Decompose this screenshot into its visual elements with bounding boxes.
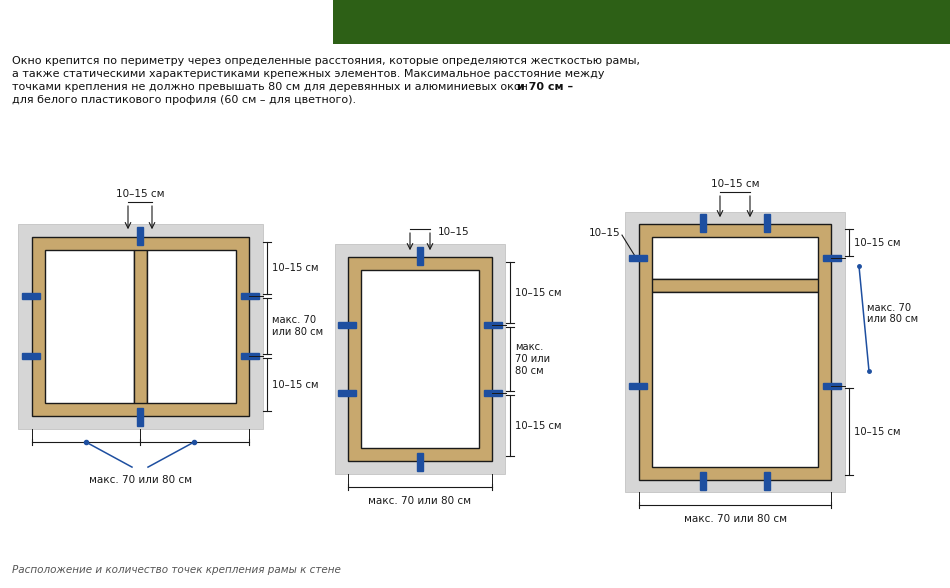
- Text: 10–15: 10–15: [438, 227, 469, 237]
- Text: макс.
70 или
80 см: макс. 70 или 80 см: [515, 342, 550, 376]
- Bar: [45, 250, 134, 403]
- Text: Окно крепится по периметру через определенные расстояния, которые определяются ж: Окно крепится по периметру через определ…: [12, 56, 640, 66]
- Text: 10–15 см: 10–15 см: [515, 288, 561, 298]
- Text: 10–15: 10–15: [588, 228, 620, 238]
- Text: а также статическими характеристиками крепежных элементов. Максимальное расстоян: а также статическими характеристиками кр…: [12, 69, 604, 79]
- Bar: [484, 322, 502, 328]
- Text: макс. 70 или 80 см: макс. 70 или 80 см: [683, 514, 787, 524]
- Bar: [764, 472, 770, 490]
- Bar: [338, 322, 356, 328]
- Bar: [137, 227, 143, 245]
- Text: макс. 70
или 80 см: макс. 70 или 80 см: [867, 303, 918, 325]
- Bar: [147, 250, 236, 403]
- Text: Закрепление рамы в проеме: Закрепление рамы в проеме: [11, 13, 311, 31]
- Bar: [348, 257, 492, 461]
- Bar: [484, 390, 502, 396]
- Bar: [361, 270, 479, 448]
- Text: 10–15 см: 10–15 см: [272, 380, 318, 390]
- Bar: [32, 237, 249, 416]
- Bar: [417, 453, 423, 471]
- Text: макс. 70
или 80 см: макс. 70 или 80 см: [272, 315, 323, 337]
- Bar: [823, 383, 841, 389]
- Bar: [137, 408, 143, 426]
- Text: Расположение и количество точек крепления рамы к стене: Расположение и количество точек креплени…: [12, 565, 341, 575]
- Text: и 70 см –: и 70 см –: [517, 82, 573, 92]
- Bar: [700, 472, 706, 490]
- Bar: [639, 224, 831, 480]
- Text: 10–15 см: 10–15 см: [272, 263, 318, 273]
- Bar: [22, 293, 40, 299]
- Bar: [18, 224, 263, 429]
- Bar: [241, 293, 259, 299]
- Bar: [625, 212, 845, 492]
- Text: 10–15 см: 10–15 см: [711, 179, 759, 189]
- Text: точками крепления не должно превышать 80 см для деревянных и алюминиевых окон: точками крепления не должно превышать 80…: [12, 82, 531, 92]
- Bar: [700, 214, 706, 232]
- Text: макс. 70 или 80 см: макс. 70 или 80 см: [369, 496, 471, 506]
- Bar: [629, 383, 647, 389]
- Text: 10–15 см: 10–15 см: [854, 238, 901, 248]
- Bar: [335, 244, 505, 474]
- Bar: [332, 0, 950, 44]
- Bar: [134, 250, 147, 403]
- Text: макс. 70 или 80 см: макс. 70 или 80 см: [89, 475, 192, 485]
- Bar: [652, 237, 818, 279]
- Text: для белого пластикового профиля (60 см – для цветного).: для белого пластикового профиля (60 см –…: [12, 95, 356, 105]
- Bar: [652, 279, 818, 292]
- Bar: [764, 214, 770, 232]
- Bar: [241, 353, 259, 359]
- Text: 10–15 см: 10–15 см: [116, 189, 164, 199]
- Bar: [22, 353, 40, 359]
- Bar: [629, 255, 647, 261]
- Text: 10–15 см: 10–15 см: [854, 427, 901, 437]
- Bar: [823, 255, 841, 261]
- Text: 10–15 см: 10–15 см: [515, 420, 561, 430]
- Bar: [652, 292, 818, 467]
- Bar: [417, 247, 423, 265]
- Bar: [338, 390, 356, 396]
